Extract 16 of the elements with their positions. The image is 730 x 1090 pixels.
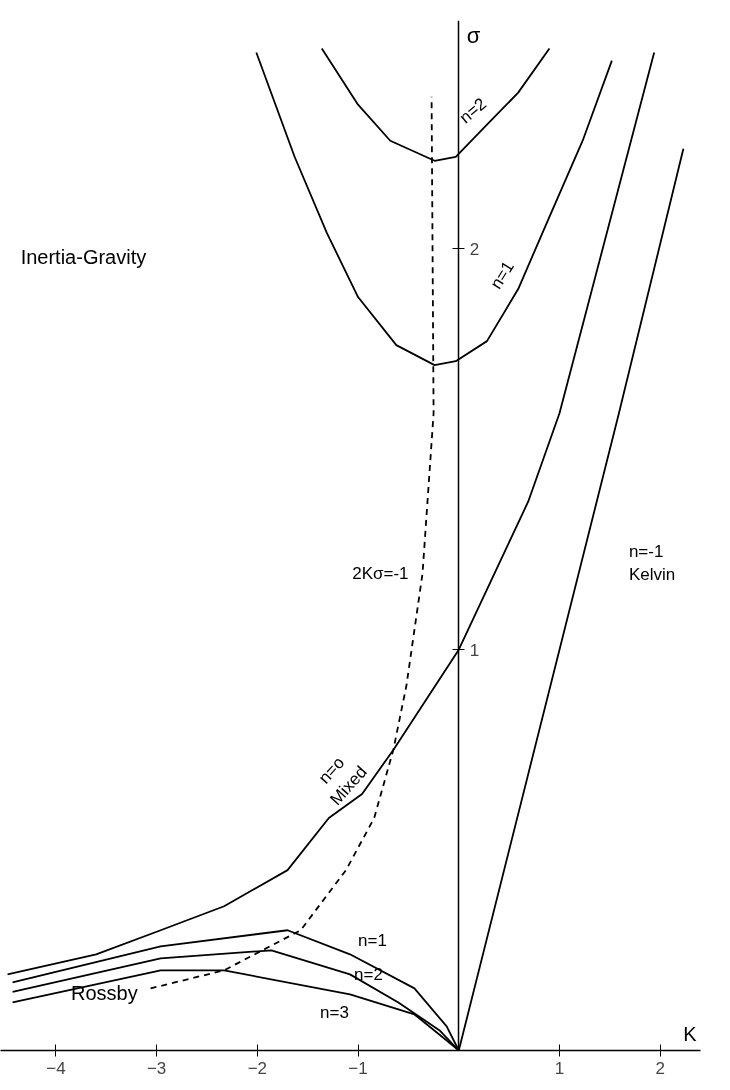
annotation: Rossby (71, 982, 138, 1005)
text: n=2 (455, 94, 491, 128)
y-axis-title: σ (466, 22, 481, 48)
series-label: 2Kσ=-1 (352, 564, 409, 584)
x-tick-label: −2 (247, 1058, 268, 1078)
series-label: n=1 (358, 930, 387, 950)
x-tick-label: 1 (554, 1058, 565, 1078)
x-tick-label: −1 (348, 1058, 368, 1078)
x-tick-label: −3 (146, 1058, 167, 1078)
annotation: Inertia-Gravity (20, 245, 147, 268)
series-label: n=3 (320, 1002, 349, 1022)
x-axis-title: K (683, 1022, 698, 1045)
x-tick-label: −4 (46, 1058, 66, 1078)
text: n=-1 Kelvin (628, 542, 676, 585)
x-tick-label: 2 (655, 1058, 665, 1078)
text: n=1 (486, 257, 518, 293)
